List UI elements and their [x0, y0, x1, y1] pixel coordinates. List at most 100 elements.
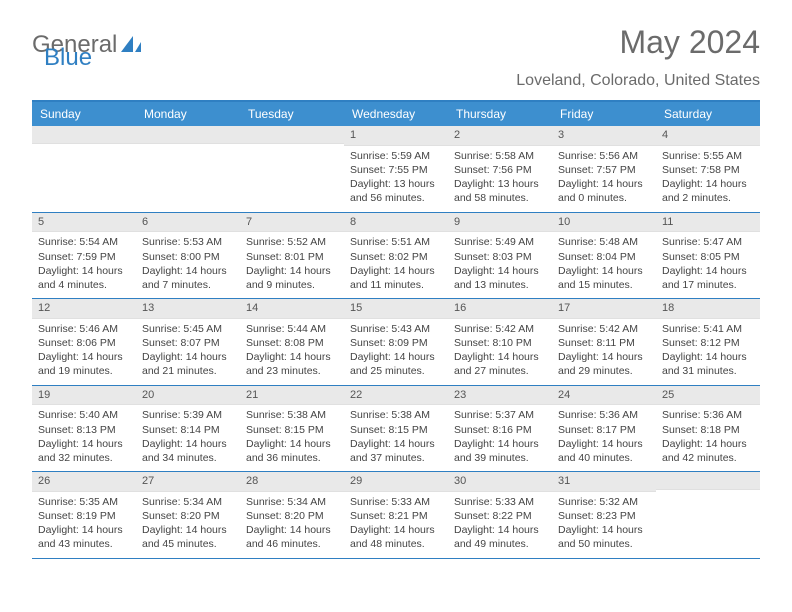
sunrise-text: Sunrise: 5:58 AM: [454, 149, 546, 163]
sunrise-text: Sunrise: 5:39 AM: [142, 408, 234, 422]
day-cell: 7Sunrise: 5:52 AMSunset: 8:01 PMDaylight…: [240, 213, 344, 299]
sunrise-text: Sunrise: 5:43 AM: [350, 322, 442, 336]
sunset-text: Sunset: 7:56 PM: [454, 163, 546, 177]
day-cell: 13Sunrise: 5:45 AMSunset: 8:07 PMDayligh…: [136, 299, 240, 385]
day-cell: [136, 126, 240, 212]
daylight-text: Daylight: 14 hours and 32 minutes.: [38, 437, 130, 465]
daylight-text: Daylight: 14 hours and 25 minutes.: [350, 350, 442, 378]
day-cell: [32, 126, 136, 212]
sunrise-text: Sunrise: 5:47 AM: [662, 235, 754, 249]
day-cell: 19Sunrise: 5:40 AMSunset: 8:13 PMDayligh…: [32, 386, 136, 472]
day-number: [136, 126, 240, 144]
daylight-text: Daylight: 14 hours and 29 minutes.: [558, 350, 650, 378]
sunrise-text: Sunrise: 5:41 AM: [662, 322, 754, 336]
weekday-header: Thursday: [448, 102, 552, 126]
month-title: May 2024: [619, 24, 760, 61]
sunrise-text: Sunrise: 5:42 AM: [454, 322, 546, 336]
sunset-text: Sunset: 8:06 PM: [38, 336, 130, 350]
sunrise-text: Sunrise: 5:59 AM: [350, 149, 442, 163]
day-number: 28: [240, 472, 344, 492]
day-body: Sunrise: 5:33 AMSunset: 8:21 PMDaylight:…: [344, 492, 448, 558]
sunset-text: Sunset: 7:59 PM: [38, 250, 130, 264]
sunset-text: Sunset: 7:57 PM: [558, 163, 650, 177]
day-body: Sunrise: 5:34 AMSunset: 8:20 PMDaylight:…: [136, 492, 240, 558]
daylight-text: Daylight: 14 hours and 48 minutes.: [350, 523, 442, 551]
sunrise-text: Sunrise: 5:46 AM: [38, 322, 130, 336]
day-body: Sunrise: 5:34 AMSunset: 8:20 PMDaylight:…: [240, 492, 344, 558]
day-cell: 23 Sunrise: 5:37 AMSunset: 8:16 PMDayligh…: [448, 386, 552, 472]
sunrise-text: Sunrise: 5:37 AM: [454, 408, 546, 422]
day-cell: [240, 126, 344, 212]
sunset-text: Sunset: 8:10 PM: [454, 336, 546, 350]
day-cell: 5Sunrise: 5:54 AMSunset: 7:59 PMDaylight…: [32, 213, 136, 299]
daylight-text: Daylight: 14 hours and 42 minutes.: [662, 437, 754, 465]
day-body: Sunrise: 5:32 AMSunset: 8:23 PMDaylight:…: [552, 492, 656, 558]
day-number: 9: [448, 213, 552, 233]
daylight-text: Daylight: 14 hours and 49 minutes.: [454, 523, 546, 551]
day-body: Sunrise: 5:38 AMSunset: 8:15 PMDaylight:…: [344, 405, 448, 471]
sunset-text: Sunset: 8:17 PM: [558, 423, 650, 437]
week-row: 12Sunrise: 5:46 AMSunset: 8:06 PMDayligh…: [32, 299, 760, 386]
day-cell: 12Sunrise: 5:46 AMSunset: 8:06 PMDayligh…: [32, 299, 136, 385]
daylight-text: Daylight: 14 hours and 17 minutes.: [662, 264, 754, 292]
logo-sail-icon: [119, 34, 143, 57]
daylight-text: Daylight: 14 hours and 31 minutes.: [662, 350, 754, 378]
daylight-text: Daylight: 14 hours and 27 minutes.: [454, 350, 546, 378]
day-cell: 17Sunrise: 5:42 AMSunset: 8:11 PMDayligh…: [552, 299, 656, 385]
week-row: 1Sunrise: 5:59 AMSunset: 7:55 PMDaylight…: [32, 126, 760, 213]
sunrise-text: Sunrise: 5:45 AM: [142, 322, 234, 336]
sunrise-text: Sunrise: 5:44 AM: [246, 322, 338, 336]
weekday-header: Wednesday: [344, 102, 448, 126]
day-body: Sunrise: 5:39 AMSunset: 8:14 PMDaylight:…: [136, 405, 240, 471]
day-number: 6: [136, 213, 240, 233]
day-number: 23: [448, 386, 552, 406]
day-number: 24: [552, 386, 656, 406]
day-number: 7: [240, 213, 344, 233]
sunset-text: Sunset: 8:21 PM: [350, 509, 442, 523]
day-number: 5: [32, 213, 136, 233]
location-label: Loveland, Colorado, United States: [32, 72, 760, 90]
day-body: Sunrise: 5:38 AMSunset: 8:15 PMDaylight:…: [240, 405, 344, 471]
day-cell: 10Sunrise: 5:48 AMSunset: 8:04 PMDayligh…: [552, 213, 656, 299]
day-body: Sunrise: 5:35 AMSunset: 8:19 PMDaylight:…: [32, 492, 136, 558]
sunset-text: Sunset: 8:04 PM: [558, 250, 650, 264]
day-cell: 18Sunrise: 5:41 AMSunset: 8:12 PMDayligh…: [656, 299, 760, 385]
weeks-container: 1Sunrise: 5:59 AMSunset: 7:55 PMDaylight…: [32, 126, 760, 559]
daylight-text: Daylight: 14 hours and 43 minutes.: [38, 523, 130, 551]
day-number: 1: [344, 126, 448, 146]
sunset-text: Sunset: 8:11 PM: [558, 336, 650, 350]
calendar-grid: SundayMondayTuesdayWednesdayThursdayFrid…: [32, 100, 760, 559]
day-cell: 3Sunrise: 5:56 AMSunset: 7:57 PMDaylight…: [552, 126, 656, 212]
day-body: Sunrise: 5:56 AMSunset: 7:57 PMDaylight:…: [552, 146, 656, 212]
day-number: 8: [344, 213, 448, 233]
sunrise-text: Sunrise: 5:38 AM: [246, 408, 338, 422]
daylight-text: Daylight: 14 hours and 15 minutes.: [558, 264, 650, 292]
day-cell: 27Sunrise: 5:34 AMSunset: 8:20 PMDayligh…: [136, 472, 240, 558]
sunset-text: Sunset: 8:22 PM: [454, 509, 546, 523]
day-cell: 16Sunrise: 5:42 AMSunset: 8:10 PMDayligh…: [448, 299, 552, 385]
daylight-text: Daylight: 14 hours and 37 minutes.: [350, 437, 442, 465]
sunrise-text: Sunrise: 5:36 AM: [662, 408, 754, 422]
day-body: Sunrise: 5:53 AMSunset: 8:00 PMDaylight:…: [136, 232, 240, 298]
day-cell: 24Sunrise: 5:36 AMSunset: 8:17 PMDayligh…: [552, 386, 656, 472]
sunset-text: Sunset: 8:07 PM: [142, 336, 234, 350]
sunset-text: Sunset: 8:01 PM: [246, 250, 338, 264]
day-body: Sunrise: 5:47 AMSunset: 8:05 PMDaylight:…: [656, 232, 760, 298]
day-number: 10: [552, 213, 656, 233]
sunset-text: Sunset: 8:16 PM: [454, 423, 546, 437]
day-body: Sunrise: 5:48 AMSunset: 8:04 PMDaylight:…: [552, 232, 656, 298]
day-number: 25: [656, 386, 760, 406]
day-cell: 20Sunrise: 5:39 AMSunset: 8:14 PMDayligh…: [136, 386, 240, 472]
day-body: Sunrise: 5:42 AMSunset: 8:11 PMDaylight:…: [552, 319, 656, 385]
daylight-text: Daylight: 14 hours and 46 minutes.: [246, 523, 338, 551]
day-cell: 29Sunrise: 5:33 AMSunset: 8:21 PMDayligh…: [344, 472, 448, 558]
day-cell: 8Sunrise: 5:51 AMSunset: 8:02 PMDaylight…: [344, 213, 448, 299]
day-body: Sunrise: 5:33 AMSunset: 8:22 PMDaylight:…: [448, 492, 552, 558]
daylight-text: Daylight: 14 hours and 13 minutes.: [454, 264, 546, 292]
daylight-text: Daylight: 14 hours and 39 minutes.: [454, 437, 546, 465]
day-body: Sunrise: 5:46 AMSunset: 8:06 PMDaylight:…: [32, 319, 136, 385]
day-cell: 26Sunrise: 5:35 AMSunset: 8:19 PMDayligh…: [32, 472, 136, 558]
day-cell: 21Sunrise: 5:38 AMSunset: 8:15 PMDayligh…: [240, 386, 344, 472]
sunset-text: Sunset: 8:00 PM: [142, 250, 234, 264]
daylight-text: Daylight: 14 hours and 11 minutes.: [350, 264, 442, 292]
